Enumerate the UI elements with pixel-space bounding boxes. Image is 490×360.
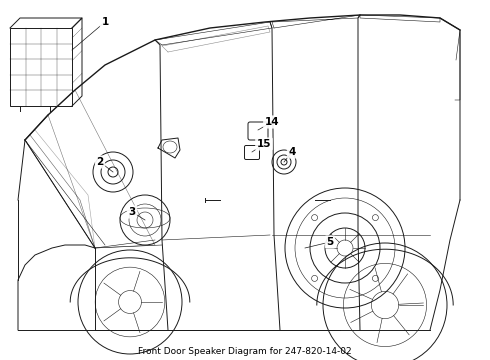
- Text: 5: 5: [326, 237, 334, 247]
- Text: 15: 15: [257, 139, 271, 149]
- Text: Front Door Speaker Diagram for 247-820-14-02: Front Door Speaker Diagram for 247-820-1…: [138, 347, 352, 356]
- Text: 1: 1: [101, 17, 109, 27]
- Bar: [10, 28, 72, 106]
- Text: 14: 14: [265, 117, 279, 127]
- Text: 3: 3: [128, 207, 136, 217]
- Text: 2: 2: [97, 157, 103, 167]
- Text: 4: 4: [288, 147, 295, 157]
